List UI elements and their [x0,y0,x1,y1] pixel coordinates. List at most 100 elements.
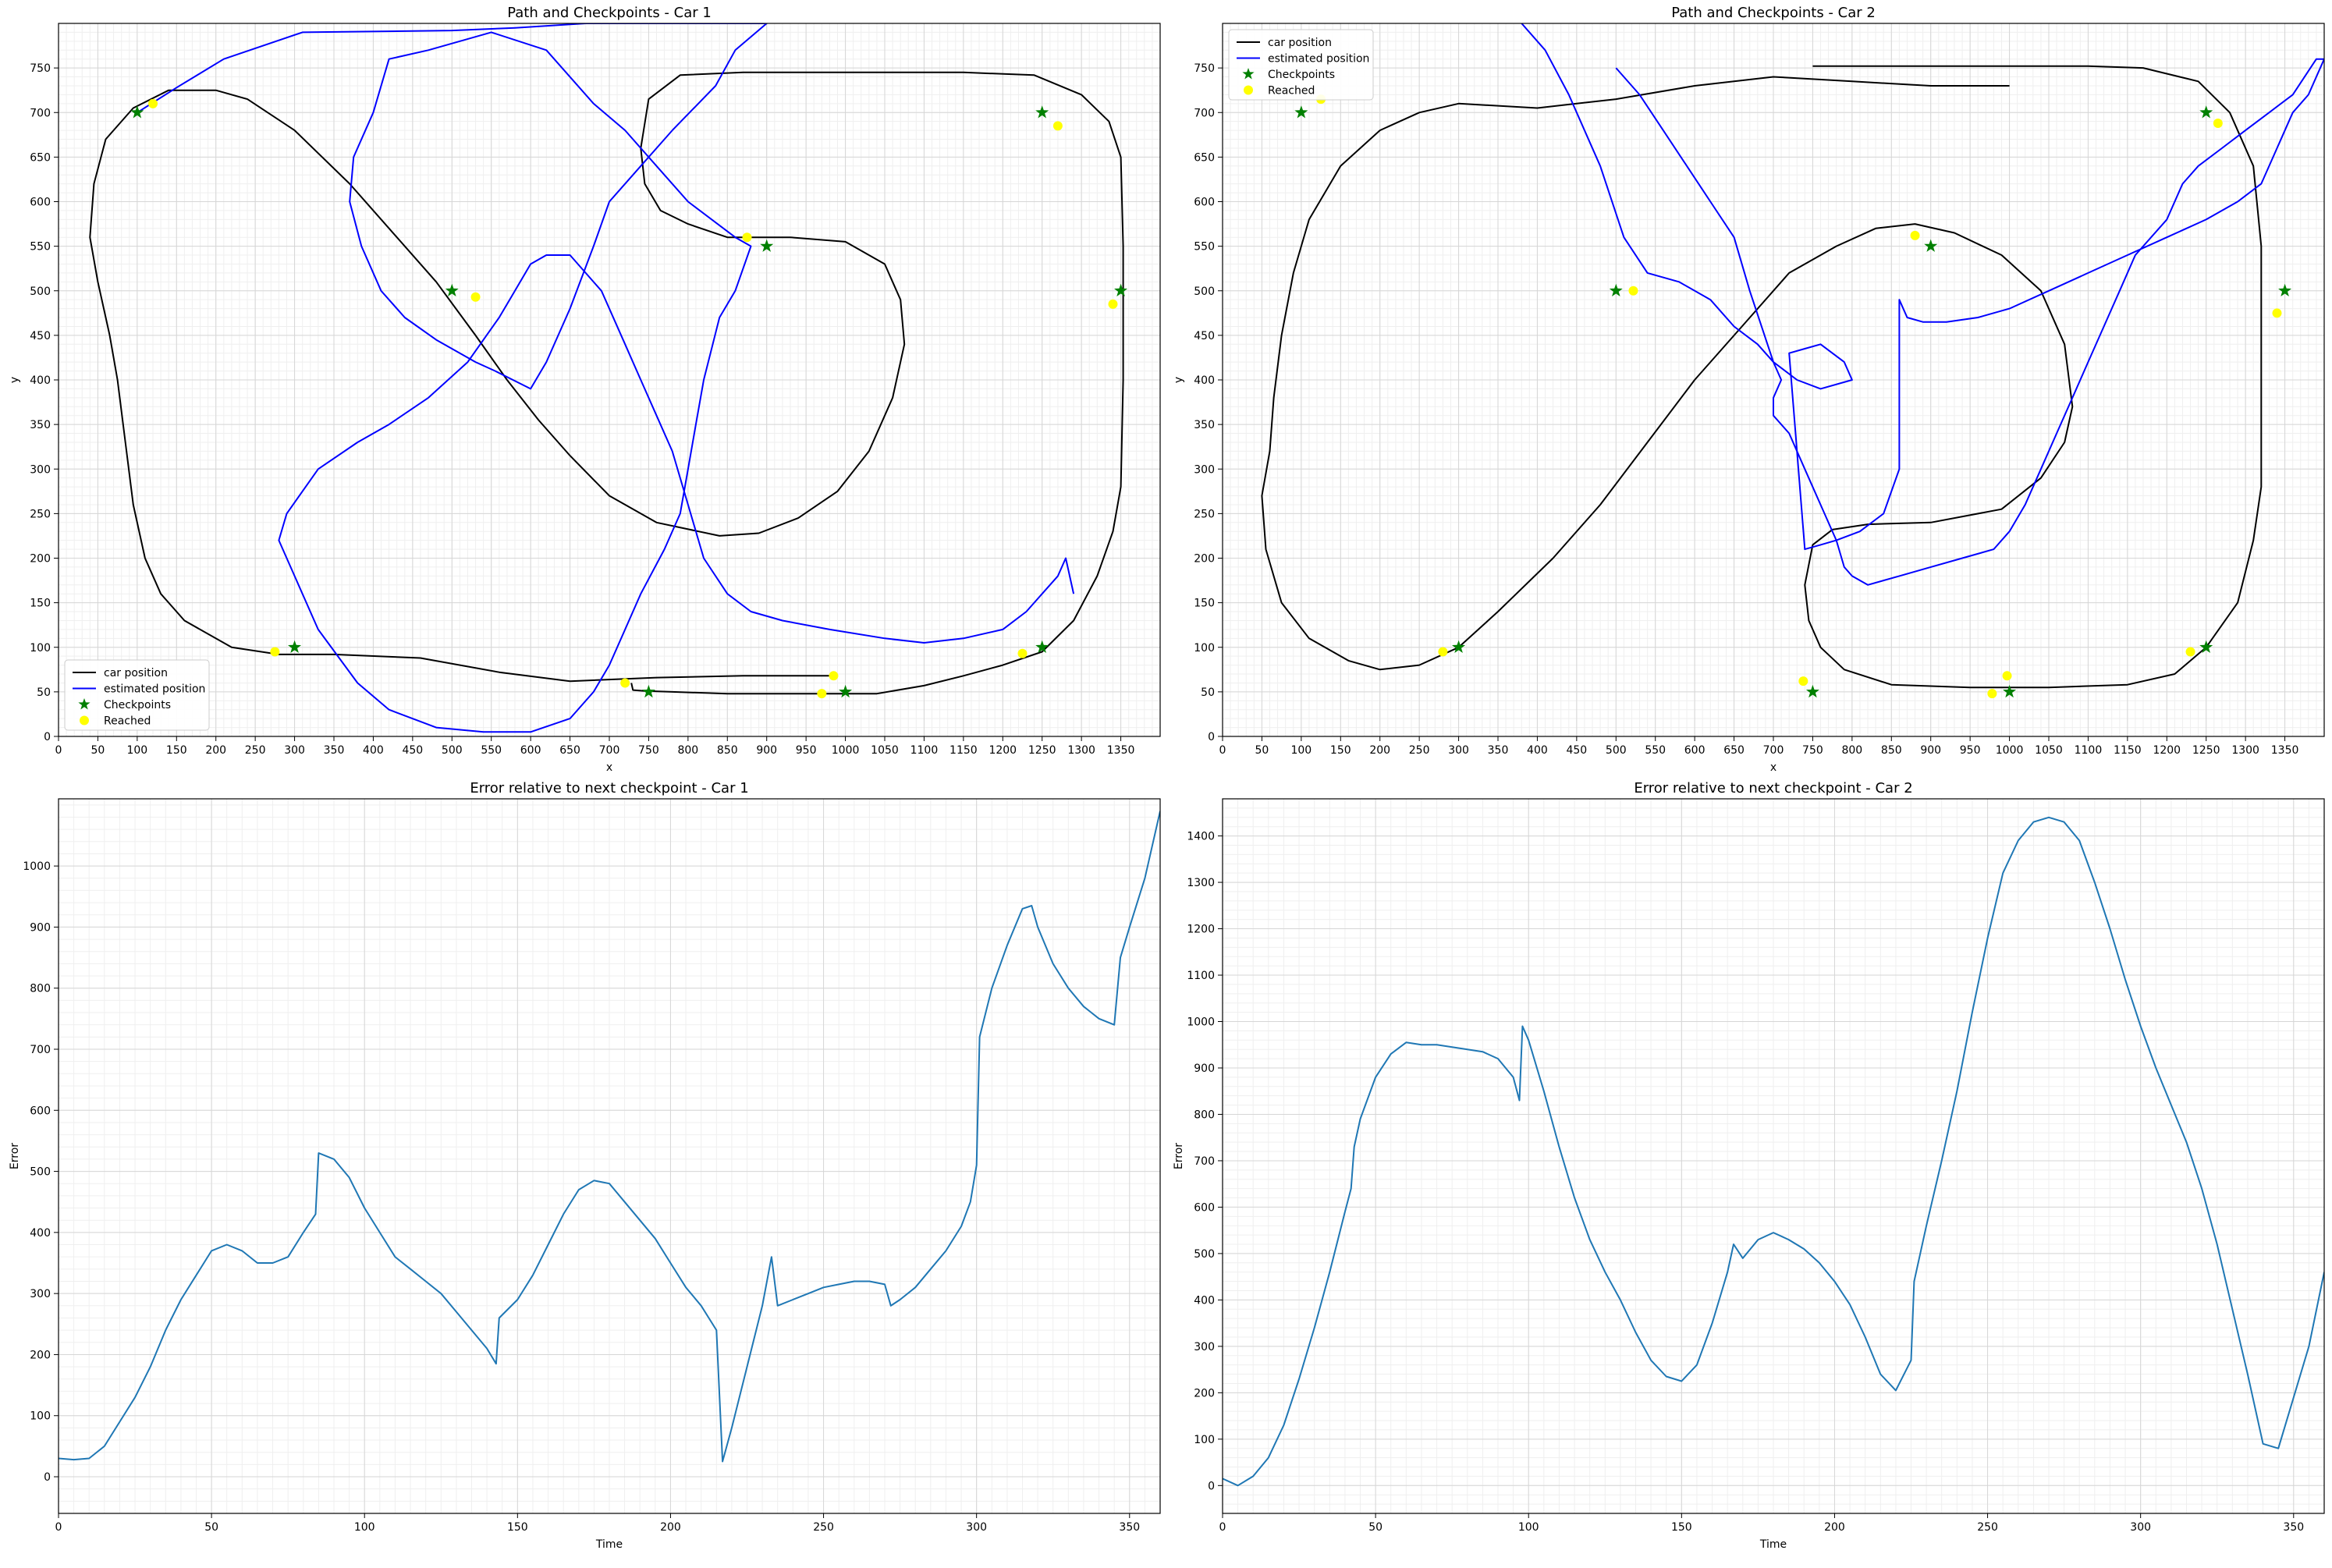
plot-area [1223,816,2324,1487]
x-tick-label: 800 [677,744,698,757]
x-tick-label: 1100 [910,744,939,757]
legend-dot-swatch [1244,85,1253,95]
x-tick-label: 350 [324,744,345,757]
y-tick-label: 500 [30,286,51,298]
y-tick-label: 1100 [1187,970,1215,982]
reached-marker [1052,121,1063,131]
y-tick-label: 100 [1194,642,1215,655]
x-tick-label: 150 [507,1521,528,1534]
x-tick-label: 750 [1802,744,1823,757]
x-tick-label: 900 [756,744,777,757]
chart-panel-2: 0 50 100 150 200 250 300 350 400 450 500 550 600 650 7… [1173,5,2325,774]
x-tick-label: 1350 [2271,744,2299,757]
x-tick-label: 150 [1330,744,1351,757]
y-tick-label: 450 [1194,330,1215,342]
reached-marker [1628,286,1638,296]
y-tick-label: 250 [30,508,51,520]
x-tick-label: 1200 [2153,744,2181,757]
chart-title: Path and Checkpoints - Car 1 [507,5,712,21]
x-tick-label: 200 [660,1521,681,1534]
plot-area [59,811,1160,1463]
y-tick-label: 400 [1194,374,1215,387]
x-tick-label: 0 [1219,1521,1226,1534]
y-axis-label: y [1173,377,1185,383]
x-tick-label: 1350 [1107,744,1135,757]
reached-marker [470,292,481,302]
axes-frame [58,798,1161,1514]
x-tick-label: 750 [638,744,659,757]
y-tick-label: 800 [30,983,51,995]
x-tick-label: 200 [205,744,226,757]
x-tick-label: 50 [1255,744,1269,757]
reached-marker [148,98,158,108]
chart-title: Path and Checkpoints - Car 2 [1671,5,1876,21]
x-tick-label: 300 [966,1521,987,1534]
x-tick-label: 1300 [1067,744,1095,757]
checkpoint-marker [839,684,853,698]
x-tick-label: 300 [284,744,305,757]
y-tick-label: 300 [1194,1341,1215,1353]
y-axis-label: y [9,377,21,383]
y-tick-label: 500 [1194,1248,1215,1261]
y-tick-label: 0 [44,1471,51,1484]
x-tick-label: 850 [717,744,738,757]
x-tick-label: 50 [1368,1521,1383,1534]
x-tick-label: 200 [1824,1521,1845,1534]
reached-marker [270,647,280,657]
x-tick-label: 1050 [871,744,899,757]
series-line-1 [59,811,1160,1463]
x-tick-label: 100 [1518,1521,1539,1534]
x-tick-label: 0 [55,1521,62,1534]
legend-label: Reached [1268,85,1315,98]
reached-marker [620,678,630,688]
x-tick-label: 350 [2283,1521,2304,1534]
y-tick-label: 350 [1194,419,1215,431]
x-tick-label: 1100 [2075,744,2103,757]
y-tick-label: 600 [30,197,51,209]
x-tick-label: 100 [1290,744,1312,757]
y-tick-label: 0 [1208,1480,1215,1492]
y-tick-label: 50 [37,686,51,699]
y-tick-label: 200 [30,1349,51,1361]
x-tick-label: 900 [1920,744,1941,757]
legend-label: estimated position [1268,53,1369,66]
y-tick-label: 700 [1194,107,1215,119]
x-tick-label: 0 [55,744,62,757]
reached-marker [2002,671,2012,681]
legend-box [1228,29,1374,101]
y-tick-label: 400 [1194,1294,1215,1307]
checkpoint-marker [2003,684,2017,698]
series-line-1 [89,71,1124,695]
reached-marker [2185,647,2195,657]
series-line-1 [1223,816,2324,1487]
y-tick-label: 1000 [1187,1016,1215,1029]
x-tick-label: 450 [402,744,423,757]
legend-box [64,659,210,731]
y-tick-label: 700 [30,1044,51,1056]
checkpoint-marker [445,283,459,296]
y-axis-label: Error [9,1143,21,1169]
y-tick-label: 50 [1201,686,1215,699]
x-tick-label: 150 [166,744,187,757]
checkpoint-marker [1452,640,1466,653]
legend-label: Reached [104,715,151,728]
x-tick-label: 1150 [949,744,978,757]
x-tick-label: 500 [442,744,463,757]
legend-star-swatch [1242,68,1255,80]
y-tick-label: 200 [30,553,51,566]
x-tick-label: 700 [599,744,620,757]
x-tick-label: 300 [2130,1521,2151,1534]
x-tick-label: 250 [245,744,266,757]
x-tick-label: 1300 [2231,744,2259,757]
reached-marker [1910,230,1920,240]
legend: car position estimated position Checkpoint… [1228,29,1374,101]
y-tick-label: 200 [1194,1387,1215,1399]
y-tick-label: 100 [1194,1434,1215,1446]
x-tick-label: 250 [1409,744,1430,757]
x-tick-label: 850 [1881,744,1902,757]
checkpoint-marker [288,640,302,653]
x-tick-label: 1150 [2114,744,2142,757]
y-tick-label: 100 [30,642,51,655]
x-tick-label: 250 [813,1521,834,1534]
x-tick-label: 100 [354,1521,375,1534]
